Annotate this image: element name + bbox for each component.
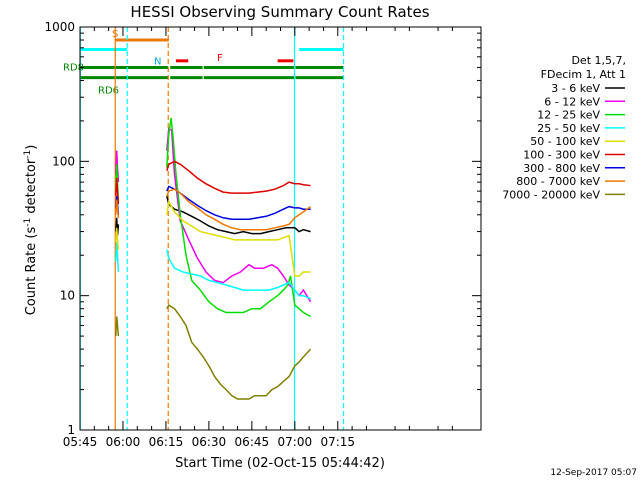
- x-tick-label: 06:15: [149, 435, 184, 449]
- legend-entry-label: 6 - 12 keV: [544, 95, 600, 108]
- y-axis-label-mid: detector: [24, 158, 39, 218]
- attenuator-lines: [79, 27, 345, 430]
- y-axis-label: Count Rate (s-1 detector-1): [23, 145, 39, 316]
- flag-label-f: F: [217, 53, 223, 64]
- y-axis-label-main: Count Rate (s: [24, 227, 39, 316]
- flag-label-n: N: [154, 56, 161, 67]
- y-axis-label-sup2: -1: [23, 150, 33, 159]
- series-line-7000-20000-kev: [166, 304, 312, 400]
- legend-entry-label: 100 - 300 keV: [523, 149, 600, 162]
- flag-label-rd8: RD8: [63, 62, 84, 73]
- y-axis-label-end: ): [24, 145, 39, 150]
- legend-header-line2: FDecim 1, Att 1: [541, 68, 626, 81]
- series-line-50-100-kev: [166, 199, 311, 277]
- series-line-7000-20000-kev: [115, 316, 120, 337]
- observing-flags: SNFRD8RD6: [63, 29, 344, 97]
- flag-label-rd6: RD6: [98, 86, 119, 97]
- series-line-6-12-kev: [115, 150, 120, 183]
- footer-date: 12-Sep-2017 05:07: [550, 468, 637, 478]
- legend-entry-label: 800 - 7000 keV: [516, 175, 600, 188]
- y-tick-label: 10: [60, 289, 75, 303]
- legend-entry-label: 50 - 100 keV: [530, 135, 600, 148]
- y-axis-ticks: 1 10 100 1000: [44, 20, 481, 437]
- legend-entry-label: 300 - 800 keV: [523, 162, 600, 175]
- y-axis-label-sup1: -1: [23, 218, 33, 227]
- y-tick-label: 1000: [44, 20, 75, 34]
- series-line-800-7000-kev: [115, 199, 120, 218]
- series-line-50-100-kev: [115, 227, 120, 250]
- series-line-100-300-kev: [166, 160, 311, 194]
- x-tick-label: 07:00: [278, 435, 313, 449]
- x-tick-label: 06:00: [106, 435, 141, 449]
- legend-entry-label: 7000 - 20000 keV: [502, 188, 600, 201]
- y-tick-label: 1: [67, 423, 75, 437]
- x-tick-label: 07:15: [320, 435, 355, 449]
- legend-header-line1: Det 1,5,7,: [571, 54, 626, 67]
- legend-entry-label: 12 - 25 keV: [537, 109, 600, 122]
- legend-entry-label: 3 - 6 keV: [551, 82, 600, 95]
- series-line-12-25-kev: [166, 117, 311, 318]
- series-line-6-12-kev: [166, 127, 312, 303]
- series-line-25-50-kev: [115, 242, 120, 273]
- x-axis-ticks: 05:45 06:00 06:15 06:30 06:45 07:00 07:15: [63, 27, 453, 449]
- x-tick-label: 05:45: [63, 435, 98, 449]
- x-axis-label: Start Time (02-Oct-15 05:44:42): [175, 456, 385, 471]
- series-line-3-6-kev: [166, 196, 311, 235]
- series-line-25-50-kev: [166, 249, 311, 300]
- y-tick-label: 100: [52, 154, 75, 168]
- count-rate-series: [115, 117, 312, 400]
- legend-entry-label: 25 - 50 keV: [537, 122, 600, 135]
- x-tick-label: 06:45: [235, 435, 270, 449]
- series-line-800-7000-kev: [166, 188, 312, 231]
- series-line-100-300-kev: [115, 178, 120, 205]
- chart-title: HESSI Observing Summary Count Rates: [130, 3, 429, 21]
- x-tick-label: 06:30: [192, 435, 227, 449]
- series-line-3-6-kev: [115, 217, 120, 236]
